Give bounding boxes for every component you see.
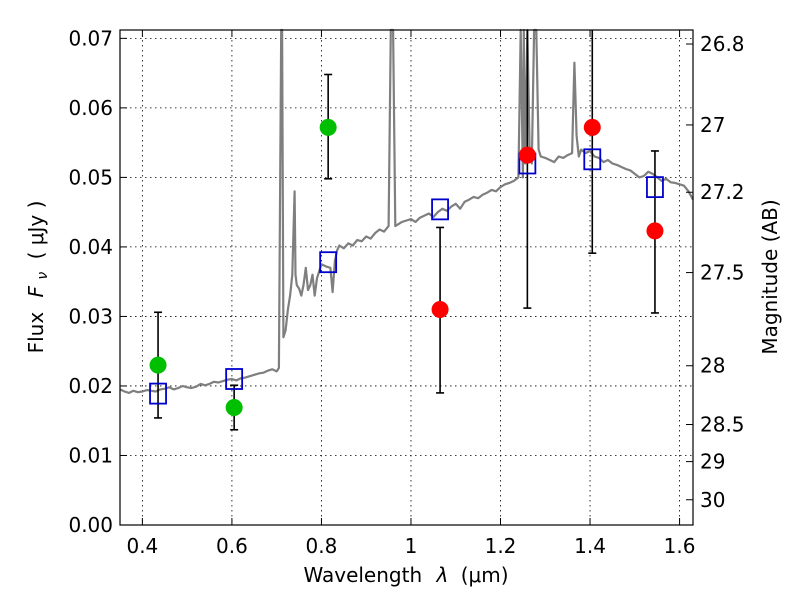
magnitude-tick-label: 28.5 [700,413,745,437]
x-tick-label: 1.2 [485,534,517,558]
observed-photometry-point [431,300,449,318]
y-tick-label: 0.00 [68,513,113,537]
observed-photometry-layer [149,118,664,417]
magnitude-tick-label: 27.2 [700,180,745,204]
magnitude-tick-label: 27 [700,113,725,137]
observed-photometry-point [646,222,664,240]
model-photometry-box [646,176,664,199]
y-tick-label: 0.02 [68,374,113,398]
y-tick-label: 0.07 [68,26,113,50]
magnitude-tick-label: 28 [700,354,725,378]
model-photometry-layer [149,148,664,405]
x-axis-label: Wavelength λ (μm) [303,563,508,587]
magnitude-tick-label: 27.5 [700,261,745,285]
grid-lines [120,30,693,526]
model-photometry-box [583,148,602,171]
y-axis-label: Flux F ν ( μJy ) [24,201,52,354]
model-spectrum-line [119,28,694,394]
model-photometry-box [225,368,244,390]
observed-photometry-point [319,118,337,136]
plot-frame [119,29,694,526]
magnitude-axis-label: Magnitude (AB) [758,199,782,354]
model-photometry-box [149,382,167,405]
y-tick-label: 0.03 [68,304,113,328]
x-tick-labels: 0.4 0.6 0.8 1 1.2 1.4 1.6 [126,534,695,558]
magnitude-tick-labels: 26.8 27 27.2 27.5 28 28.5 29 30 [700,32,745,512]
axis-ticks [120,30,693,526]
magnitude-tick-label: 26.8 [700,32,745,56]
x-tick-label: 1.6 [664,534,696,558]
x-tick-label: 0.4 [126,534,158,558]
y-tick-label: 0.05 [68,165,113,189]
y-tick-label: 0.04 [68,235,113,259]
magnitude-tick-label: 29 [700,450,725,474]
y-tick-label: 0.01 [68,443,113,467]
observed-photometry-point [149,356,167,374]
x-tick-label: 1.4 [574,534,606,558]
model-spectrum-layer [119,28,694,394]
magnitude-tick-label: 30 [700,488,725,512]
y-tick-labels: 0.00 0.01 0.02 0.03 0.04 0.05 0.06 0.07 [68,26,113,537]
model-photometry-box [319,251,338,274]
model-photometry-box [431,198,449,221]
observed-photometry-point [225,399,243,417]
observed-photometry-point [518,146,536,164]
x-tick-label: 0.8 [306,534,338,558]
observed-photometry-point [583,118,601,136]
y-tick-label: 0.06 [68,96,113,120]
x-tick-label: 1 [405,534,418,558]
x-tick-label: 0.6 [216,534,248,558]
